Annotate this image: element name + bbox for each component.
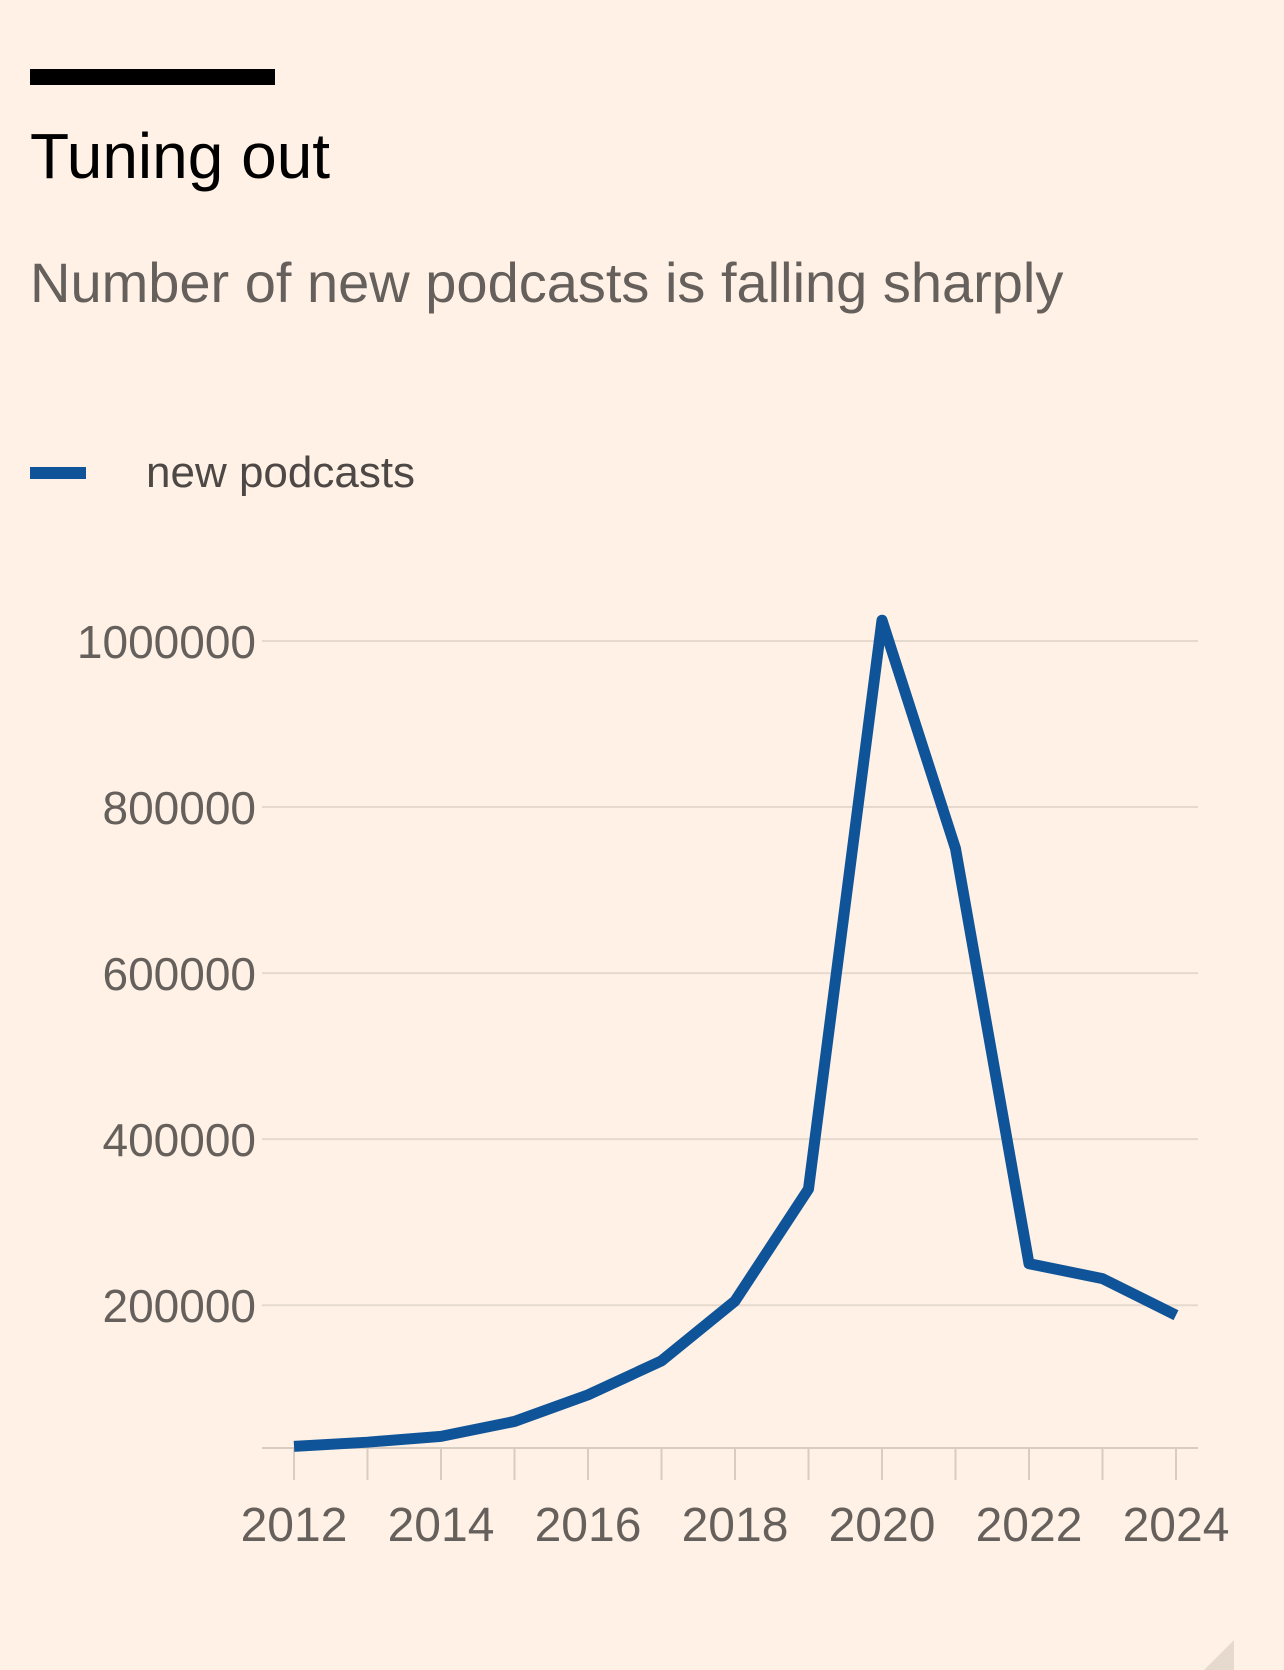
y-tick-label-1000000: 1000000 — [77, 616, 256, 668]
y-tick-label-600000: 600000 — [103, 948, 257, 1000]
corner-mark — [1204, 1640, 1234, 1670]
legend-label-new-podcasts: new podcasts — [146, 448, 416, 497]
legend-swatch-new-podcasts — [30, 467, 86, 479]
chart-title: Tuning out — [30, 120, 331, 192]
x-tick-label-2016: 2016 — [535, 1499, 642, 1552]
y-tick-label-800000: 800000 — [103, 782, 257, 834]
x-tick-label-2018: 2018 — [682, 1499, 789, 1552]
chart-subtitle: Number of new podcasts is falling sharpl… — [30, 251, 1064, 314]
y-tick-label-400000: 400000 — [103, 1114, 257, 1166]
header-bar — [30, 69, 275, 85]
x-tick-label-2024: 2024 — [1123, 1499, 1230, 1552]
x-tick-label-2014: 2014 — [388, 1499, 495, 1552]
legend: new podcasts — [30, 448, 415, 498]
x-tick-label-2022: 2022 — [976, 1499, 1083, 1552]
y-tick-label-200000: 200000 — [103, 1280, 257, 1332]
x-tick-label-2020: 2020 — [829, 1499, 936, 1552]
x-tick-label-2012: 2012 — [241, 1499, 348, 1552]
series-line-new-podcasts — [293, 614, 1179, 1452]
